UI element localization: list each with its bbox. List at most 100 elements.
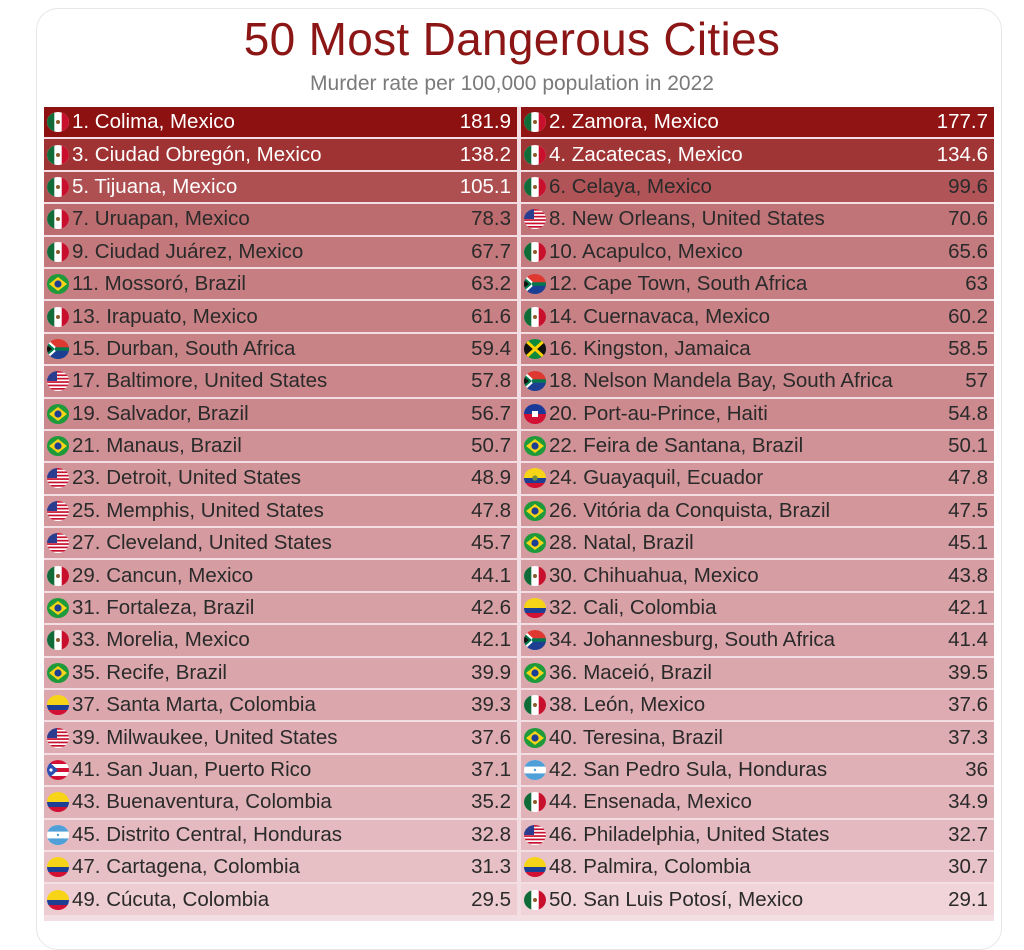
table-row: 21. Manaus, Brazil 50.7 [44,430,517,462]
mexico-flag-icon [47,630,69,651]
murder-rate-value: 56.7 [471,401,511,425]
murder-rate-value: 50.1 [948,434,988,458]
table-row: 15. Durban, South Africa 59.4 [44,333,517,365]
colombia-flag-icon [47,792,69,813]
city-label: 43. Buenaventura, Colombia [72,790,332,814]
brazil-flag-icon [524,727,546,748]
city-label: 11. Mossoró, Brazil [72,272,246,296]
murder-rate-value: 58.5 [948,336,988,360]
city-label: 10. Acapulco, Mexico [549,239,743,263]
table-row: 35. Recife, Brazil 39.9 [44,657,517,689]
murder-rate-value: 37.3 [948,725,988,749]
brazil-flag-icon [524,436,546,457]
murder-rate-value: 39.5 [948,660,988,684]
table-row: 6. Celaya, Mexico 99.6 [521,171,994,203]
murder-rate-value: 37.6 [948,693,988,717]
murder-rate-value: 42.1 [948,596,988,620]
murder-rate-value: 37.1 [471,758,511,781]
murder-rate-value: 47.8 [948,466,988,490]
murder-rate-value: 37.6 [471,725,511,749]
table-row: 25. Memphis, United States 47.8 [44,495,517,527]
usa-flag-icon [524,209,546,230]
rankings-table: 1. Colima, Mexico 181.9 3. Ciudad Obregón,… [44,107,994,921]
murder-rate-value: 31.3 [471,855,511,879]
murder-rate-value: 32.7 [948,822,988,846]
murder-rate-value: 35.2 [471,790,511,814]
murder-rate-value: 61.6 [471,304,511,328]
murder-rate-value: 138.2 [459,142,511,166]
murder-rate-value: 34.9 [948,790,988,814]
mexico-flag-icon [524,889,546,910]
table-row: 8. New Orleans, United States 70.6 [521,204,994,235]
table-row: 10. Acapulco, Mexico 65.6 [521,236,994,267]
ecuador-flag-icon [524,468,546,489]
city-label: 24. Guayaquil, Ecuador [549,466,764,490]
table-row: 38. León, Mexico 37.6 [521,690,994,721]
murder-rate-value: 134.6 [936,142,988,166]
city-label: 7. Uruapan, Mexico [72,207,250,231]
chart-title: 50 Most Dangerous Cities [243,13,781,65]
mexico-flag-icon [524,695,546,716]
brazil-flag-icon [524,533,546,554]
table-row: 23. Detroit, United States 48.9 [44,463,517,494]
murder-rate-value: 41.4 [948,628,988,652]
murder-rate-value: 60.2 [948,304,988,328]
murder-rate-value: 54.8 [948,401,988,425]
mexico-flag-icon [47,144,69,165]
city-label: 12. Cape Town, South Africa [549,272,808,296]
table-row: 33. Morelia, Mexico 42.1 [44,625,517,656]
south-africa-flag-icon [524,371,546,392]
city-label: 27. Cleveland, United States [72,531,332,555]
table-row: 27. Cleveland, United States 45.7 [44,528,517,559]
city-label: 5. Tijuana, Mexico [72,174,238,198]
table-row: 7. Uruapan, Mexico 78.3 [44,204,517,235]
murder-rate-value: 42.6 [471,596,511,620]
usa-flag-icon [47,533,69,554]
usa-flag-icon [47,727,69,748]
murder-rate-value: 177.7 [936,110,988,134]
murder-rate-value: 105.1 [459,174,511,198]
murder-rate-value: 48.9 [471,466,511,490]
city-label: 28. Natal, Brazil [549,531,694,555]
city-label: 33. Morelia, Mexico [72,628,250,652]
murder-rate-value: 181.9 [459,110,511,134]
table-row: 2. Zamora, Mexico 177.7 [521,107,994,138]
table-row: 18. Nelson Mandela Bay, South Africa 57 [521,366,994,397]
mexico-flag-icon [47,565,69,586]
murder-rate-value: 45.7 [471,531,511,555]
city-label: 14. Cuernavaca, Mexico [549,304,771,328]
city-label: 41. San Juan, Puerto Rico [72,758,312,781]
colombia-flag-icon [47,695,69,716]
table-row: 45. Distrito Central, Honduras 32.8 [44,819,517,850]
murder-rate-value: 30.7 [948,855,988,879]
table-row: 31. Fortaleza, Brazil 42.6 [44,592,517,624]
city-label: 26. Vitória da Conquista, Brazil [549,498,831,522]
table-row: 24. Guayaquil, Ecuador 47.8 [521,463,994,494]
murder-rate-value: 67.7 [471,239,511,263]
city-label: 44. Ensenada, Mexico [549,790,752,814]
table-row: 11. Mossoró, Brazil 63.2 [44,268,517,300]
mexico-flag-icon [524,144,546,165]
table-row: 20. Port-au-Prince, Haiti 54.8 [521,398,994,429]
city-label: 1. Colima, Mexico [72,110,235,134]
mexico-flag-icon [47,241,69,262]
jamaica-flag-icon [524,338,546,359]
table-row: 39. Milwaukee, United States 37.6 [44,722,517,753]
city-label: 40. Teresina, Brazil [549,725,723,749]
south-africa-flag-icon [524,630,546,651]
mexico-flag-icon [524,241,546,262]
city-label: 49. Cúcuta, Colombia [72,887,270,911]
murder-rate-value: 50.7 [471,434,511,458]
table-row: 46. Philadelphia, United States 32.7 [521,819,994,850]
colombia-flag-icon [524,857,546,878]
murder-rate-value: 57.8 [471,369,511,393]
murder-rate-value: 36 [965,758,988,781]
table-row: 29. Cancun, Mexico 44.1 [44,560,517,591]
city-label: 32. Cali, Colombia [549,596,717,620]
table-row: 41. San Juan, Puerto Rico 37.1 [44,754,517,786]
city-label: 16. Kingston, Jamaica [549,336,751,360]
table-row: 50. San Luis Potosí, Mexico 29.1 [521,884,994,915]
city-label: 21. Manaus, Brazil [72,434,242,458]
chart-subtitle: Murder rate per 100,000 population in 20… [310,72,714,95]
city-label: 45. Distrito Central, Honduras [72,822,343,846]
